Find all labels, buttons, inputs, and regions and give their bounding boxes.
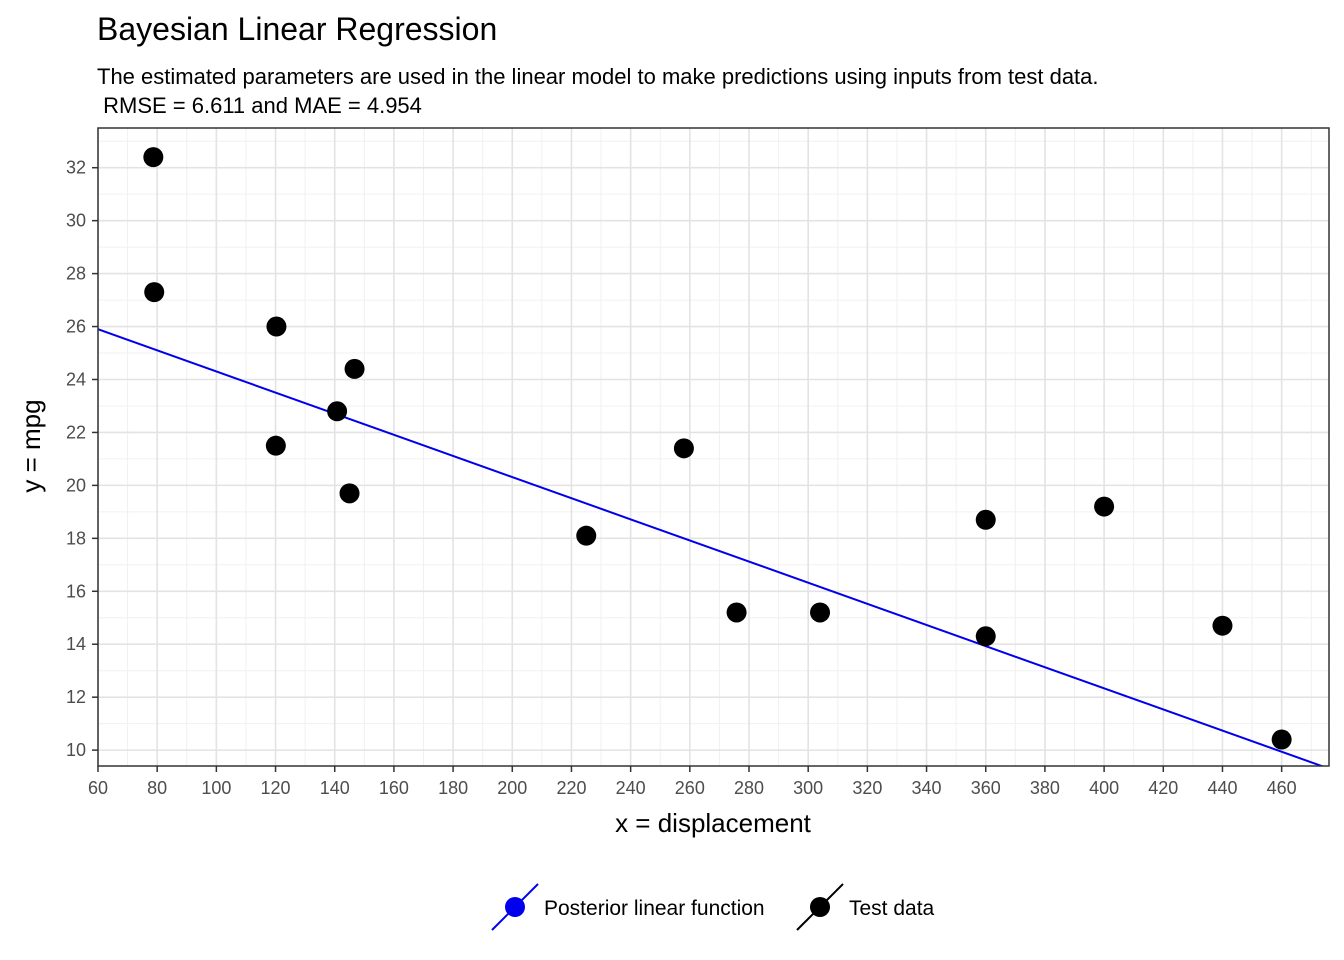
y-tick-label: 18 — [66, 528, 86, 548]
x-tick-label: 80 — [147, 778, 167, 798]
major-gridlines — [97, 128, 1329, 766]
test-data-point — [327, 401, 348, 422]
legend-item-posterior-linear-function: Posterior linear function — [491, 883, 765, 931]
legend-point-swatch — [810, 897, 830, 917]
y-tick-label: 30 — [66, 211, 86, 231]
x-tick-label: 420 — [1148, 778, 1178, 798]
legend-point-swatch — [505, 897, 525, 917]
x-tick-label: 160 — [379, 778, 409, 798]
test-data-point — [1271, 729, 1292, 750]
test-data-point — [975, 509, 996, 530]
x-tick-label: 240 — [616, 778, 646, 798]
test-data-point — [1212, 615, 1233, 636]
test-data-point — [975, 626, 996, 647]
legend-label-posterior-linear-function: Posterior linear function — [544, 897, 765, 920]
x-tick-label: 280 — [734, 778, 764, 798]
test-data-point — [339, 483, 360, 504]
chart-subtitle-line1: The estimated parameters are used in the… — [97, 64, 1099, 89]
x-tick-label: 60 — [88, 778, 108, 798]
x-tick-label: 260 — [675, 778, 705, 798]
test-data-point — [810, 602, 831, 623]
x-tick-label: 120 — [261, 778, 291, 798]
x-tick-label: 140 — [320, 778, 350, 798]
y-tick-label: 16 — [66, 581, 86, 601]
x-axis: 60 80 100 120 140 160 180 200 220 240 260 280 300 320… — [88, 766, 1297, 798]
x-tick-label: 300 — [793, 778, 823, 798]
x-tick-label: 440 — [1207, 778, 1237, 798]
panel-border — [97, 127, 1330, 767]
plot-area — [97, 127, 1330, 767]
x-tick-label: 180 — [438, 778, 468, 798]
y-axis-title: y = mpg — [16, 399, 46, 492]
y-tick-label: 32 — [66, 158, 86, 178]
chart-subtitle-line2: RMSE = 6.611 and MAE = 4.954 — [97, 93, 422, 118]
test-data-point — [576, 525, 597, 546]
test-data-point — [266, 316, 287, 337]
panel-background — [98, 128, 1329, 766]
legend-label-test-data: Test data — [849, 897, 935, 920]
x-tick-label: 460 — [1267, 778, 1297, 798]
y-tick-label: 12 — [66, 687, 86, 707]
x-tick-label: 100 — [201, 778, 231, 798]
y-tick-label: 22 — [66, 422, 86, 442]
y-tick-label: 28 — [66, 264, 86, 284]
x-tick-label: 400 — [1089, 778, 1119, 798]
x-tick-label: 320 — [852, 778, 882, 798]
y-tick-label: 10 — [66, 740, 86, 760]
legend-item-test-data: Test data — [796, 883, 935, 931]
chart-title: Bayesian Linear Regression — [97, 11, 497, 47]
x-tick-label: 220 — [556, 778, 586, 798]
test-data-point — [1094, 496, 1115, 517]
y-axis: 10 12 14 16 18 20 22 24 26 28 30 32 — [66, 158, 98, 760]
x-tick-label: 340 — [912, 778, 942, 798]
x-axis-title: x = displacement — [615, 808, 812, 838]
x-tick-label: 200 — [497, 778, 527, 798]
test-data-point — [144, 282, 165, 303]
test-data-point — [673, 438, 694, 459]
y-tick-label: 24 — [66, 369, 86, 389]
legend: Posterior linear function Test data — [491, 883, 935, 931]
minor-gridlines — [98, 128, 1329, 766]
x-tick-label: 360 — [971, 778, 1001, 798]
y-tick-label: 14 — [66, 634, 86, 654]
test-data-point — [726, 602, 747, 623]
series-layer — [98, 147, 1325, 766]
y-tick-label: 20 — [66, 475, 86, 495]
test-data-point — [143, 147, 164, 168]
test-data-point — [265, 435, 286, 456]
x-tick-label: 380 — [1030, 778, 1060, 798]
y-tick-label: 26 — [66, 317, 86, 337]
posterior-linear-function-line — [98, 328, 1325, 766]
test-data-point — [344, 358, 365, 379]
